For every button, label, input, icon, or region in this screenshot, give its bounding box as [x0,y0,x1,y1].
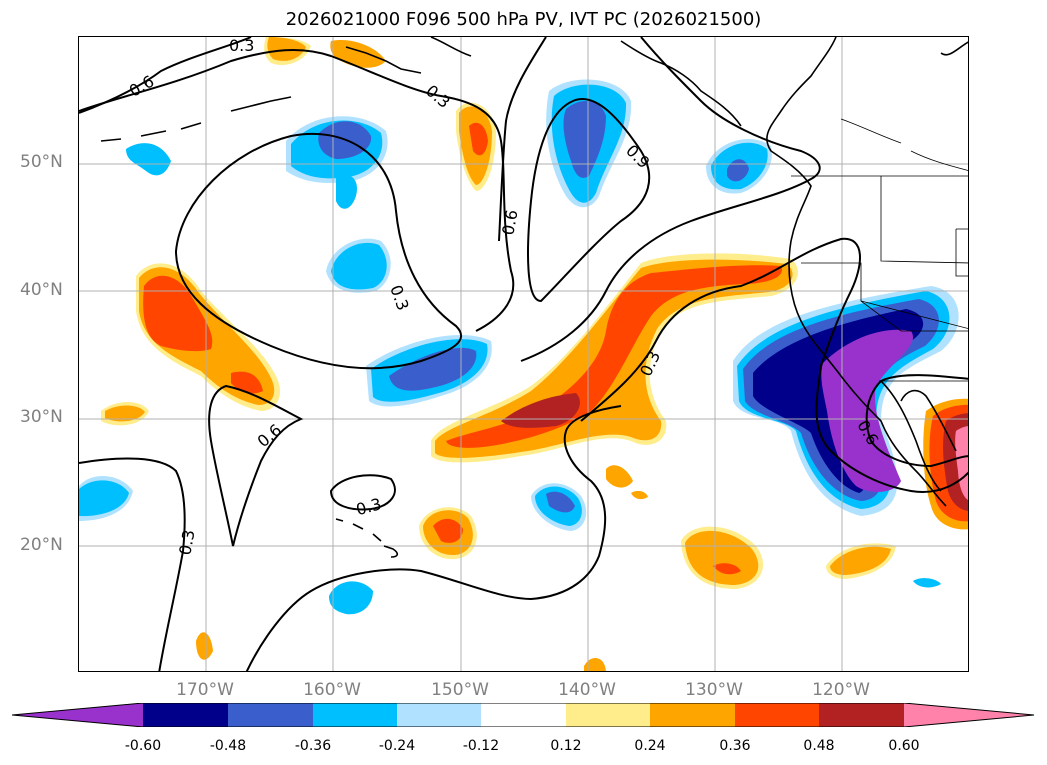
contour-label-7: 0.6 [254,420,286,451]
colorbar-extend-right [904,703,1034,727]
graticule [79,37,968,671]
lat-label-30n: 30°N [20,407,63,427]
lon-label-170w: 170°W [176,680,234,700]
colorbar-bin-8 [735,703,819,727]
lat-label-40n: 40°N [20,280,63,300]
map-title: 2026021000 F096 500 hPa PV, IVT PC (2026… [285,9,762,30]
colorbar-bin-9 [819,703,904,727]
colorbar-tick-9: 0.60 [888,738,920,754]
colorbar-tick-4: -0.12 [462,738,500,754]
contour-label-2: 0.3 [422,81,454,112]
colorbar-tick-6: 0.24 [634,738,666,754]
colorbar-bin-3 [313,703,397,727]
colorbar-tick-2: -0.36 [294,738,332,754]
colorbar-tick-0: -0.60 [124,738,162,754]
colorbar-bin-1 [143,703,228,727]
pv-contours [79,37,968,671]
political-borders [791,118,968,382]
colorbar-tick-1: -0.48 [209,738,247,754]
contour-label-4: 0.6 [498,208,521,236]
lat-label-50n: 50°N [20,152,63,172]
coastlines [100,37,968,558]
colorbar-bin-4 [397,703,481,727]
ivt-positive-fields [101,37,968,671]
pv-contour-labels: 0.3 0.6 0.3 0.9 0.6 0.3 0.3 0.6 0.3 0.3 … [126,37,883,557]
lon-label-120w: 120°W [812,680,870,700]
lon-label-140w: 140°W [558,680,616,700]
colorbar-extend-left [12,703,143,727]
colorbar-tick-8: 0.48 [803,738,835,754]
lon-label-160w: 160°W [303,680,361,700]
contour-label-9: 0.3 [175,528,198,556]
lon-label-130w: 130°W [685,680,743,700]
colorbar-bin-2 [228,703,313,727]
colorbar-bin-6 [566,703,650,727]
contour-label-5: 0.3 [386,283,413,313]
colorbar-bin-5 [481,703,566,727]
contour-label-8: 0.3 [354,494,384,519]
colorbar-tick-7: 0.36 [719,738,751,754]
colorbar-tick-5: 0.12 [550,738,582,754]
map-canvas: 0.3 0.6 0.3 0.9 0.6 0.3 0.3 0.6 0.3 0.3 … [79,37,968,671]
contour-label-0: 0.3 [229,37,254,55]
lat-label-20n: 20°N [20,535,63,555]
map-panel[interactable]: 0.3 0.6 0.3 0.9 0.6 0.3 0.3 0.6 0.3 0.3 … [78,36,969,672]
colorbar-bin-7 [650,703,735,727]
lon-label-150w: 150°W [431,680,489,700]
colorbar-tick-3: -0.24 [378,738,416,754]
ivt-colorbar [12,703,1035,727]
